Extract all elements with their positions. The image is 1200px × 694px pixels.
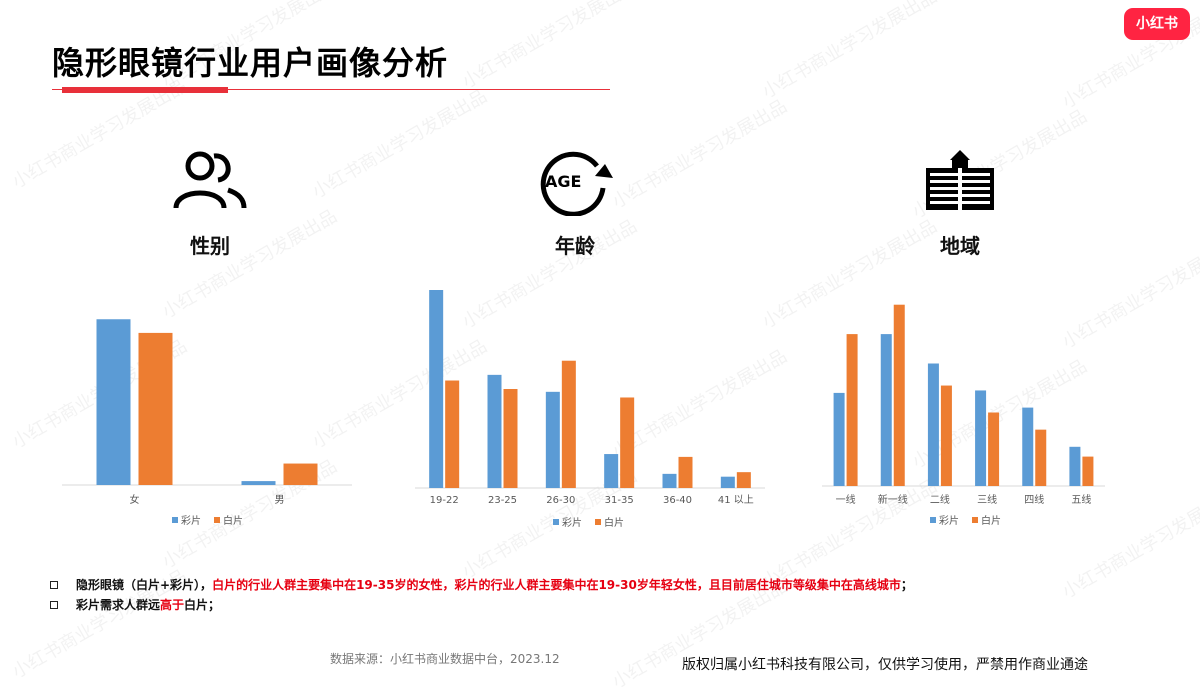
bar-白片-19-22	[445, 380, 460, 488]
category-label: 四线	[1024, 493, 1044, 506]
bar-白片-31-35	[620, 397, 635, 488]
legend-swatch-白片	[595, 519, 601, 525]
data-source: 数据来源：小红书商业数据中台，2023.12	[330, 652, 560, 666]
section-title-gender: 性别	[190, 234, 230, 258]
legend-label-彩片: 彩片	[562, 516, 582, 529]
legend-swatch-彩片	[930, 517, 936, 523]
legend-label-白片: 白片	[223, 514, 243, 527]
category-label: 31-35	[605, 495, 634, 506]
bar-白片-四线	[1035, 429, 1047, 486]
category-label: 41 以上	[718, 494, 754, 506]
bar-白片-26-30	[561, 360, 576, 488]
section-title-age: 年龄	[555, 234, 595, 258]
category-label: 一线	[836, 493, 856, 506]
category-label: 19-22	[430, 495, 459, 506]
bar-彩片-三线	[975, 390, 987, 486]
note-item: 彩片需求人群远 高于 白片；	[50, 595, 913, 615]
bar-白片-41 以上	[736, 472, 751, 488]
bar-彩片-五线	[1069, 446, 1081, 486]
category-label: 五线	[1071, 493, 1091, 506]
building-icon	[920, 146, 1000, 216]
category-label: 二线	[930, 493, 950, 506]
bullet-box-icon	[50, 581, 58, 589]
legend-swatch-白片	[214, 517, 220, 523]
page-title: 隐形眼镜行业用户画像分析	[52, 44, 449, 82]
bar-白片-一线	[846, 334, 858, 486]
category-label: 女	[130, 493, 140, 506]
bullet-box-icon	[50, 601, 58, 609]
bar-白片-三线	[988, 412, 1000, 486]
legend-label-白片: 白片	[981, 514, 1001, 527]
bar-白片-36-40	[678, 456, 693, 488]
note-text-2-part-2: 高于	[160, 598, 185, 612]
brand-logo: 小红书	[1124, 8, 1190, 40]
note-text-2-part-1: 彩片需求人群远	[76, 598, 161, 612]
bar-白片-二线	[940, 385, 952, 486]
note-text-1-part-1: 隐形眼镜（白片+彩片），	[76, 578, 213, 592]
category-label: 男	[275, 494, 285, 506]
bar-彩片-新一线	[880, 334, 892, 486]
bar-白片-五线	[1082, 456, 1094, 486]
bar-彩片-女	[96, 319, 131, 485]
people-icon	[170, 148, 250, 216]
bar-彩片-一线	[833, 392, 845, 486]
chart-0: 女 男彩片 白片	[62, 319, 352, 527]
copyright-notice: 版权归属小红书科技有限公司，仅供学习使用，严禁用作商业通途	[682, 657, 1088, 673]
legend-swatch-彩片	[553, 519, 559, 525]
bar-彩片-26-30	[545, 391, 560, 488]
bar-彩片-31-35	[604, 454, 619, 488]
title-divider	[52, 89, 610, 90]
bar-白片-女	[138, 332, 173, 485]
category-label: 26-30	[546, 495, 575, 506]
note-text-2-part-3: 白片；	[184, 598, 221, 612]
category-label: 36-40	[663, 495, 692, 506]
category-label: 新一线	[878, 493, 908, 506]
notes-list: 隐形眼镜（白片+彩片）， 白片的行业人群主要集中在19-35岁的女性，彩片的行业…	[50, 575, 913, 615]
title-accent-bar	[62, 87, 228, 93]
age-icon: AGE	[535, 146, 615, 220]
bar-白片-男	[283, 463, 318, 485]
age-icon-text: AGE	[545, 172, 581, 191]
legend-swatch-彩片	[172, 517, 178, 523]
section-title-region: 地域	[940, 234, 980, 258]
legend-swatch-白片	[972, 517, 978, 523]
legend-label-白片: 白片	[604, 516, 624, 529]
bar-白片-23-25	[503, 389, 518, 488]
bar-彩片-四线	[1022, 407, 1034, 486]
note-item: 隐形眼镜（白片+彩片）， 白片的行业人群主要集中在19-35岁的女性，彩片的行业…	[50, 575, 913, 595]
legend-label-彩片: 彩片	[181, 514, 201, 527]
bar-彩片-36-40	[662, 473, 677, 488]
legend-label-彩片: 彩片	[939, 514, 959, 527]
category-label: 23-25	[488, 495, 517, 506]
bar-彩片-23-25	[487, 374, 502, 488]
bar-彩片-男	[241, 481, 276, 485]
bar-白片-新一线	[893, 304, 905, 486]
note-text-1-part-2: 白片的行业人群主要集中在19-35岁的女性，彩片的行业人群主要集中在19-30岁…	[212, 578, 901, 592]
category-label: 三线	[977, 493, 997, 506]
bar-彩片-41 以上	[720, 476, 735, 488]
bar-彩片-19-22	[429, 290, 444, 488]
note-text-1-part-3: ；	[900, 578, 913, 592]
bar-彩片-二线	[927, 363, 939, 486]
